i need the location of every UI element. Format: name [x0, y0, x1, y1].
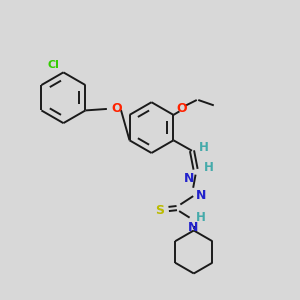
Text: H: H [196, 211, 206, 224]
Text: H: H [204, 161, 214, 174]
Text: H: H [199, 141, 208, 154]
Text: N: N [184, 172, 194, 184]
Text: O: O [176, 102, 187, 115]
Text: O: O [111, 102, 122, 116]
Text: N: N [196, 189, 206, 202]
Text: S: S [155, 204, 164, 217]
Text: Cl: Cl [47, 60, 59, 70]
Text: N: N [188, 220, 198, 234]
